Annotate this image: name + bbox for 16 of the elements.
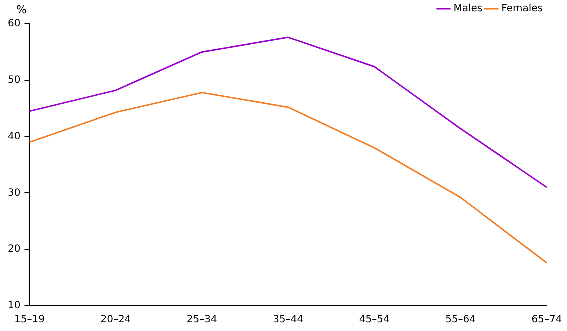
x-tick-label: 25–34 [186,314,218,326]
x-tick-label: 35–44 [273,314,304,326]
y-tick-label: 50 [8,74,21,86]
legend-label: Males [454,4,483,15]
x-tick-label: 20–24 [100,314,132,326]
legend-label: Females [502,4,544,15]
y-axis-title: % [16,3,27,16]
y-tick-label: 60 [8,18,21,30]
x-tick-label: 45–54 [359,314,390,326]
y-tick-label: 20 [8,244,21,256]
x-tick-label: 55–64 [446,314,476,326]
y-tick-label: 10 [8,300,21,312]
y-tick-label: 30 [8,188,21,199]
x-tick-label: 15–19 [14,314,45,326]
x-tick-label: 65–74 [532,314,562,326]
y-tick-label: 40 [8,131,21,142]
